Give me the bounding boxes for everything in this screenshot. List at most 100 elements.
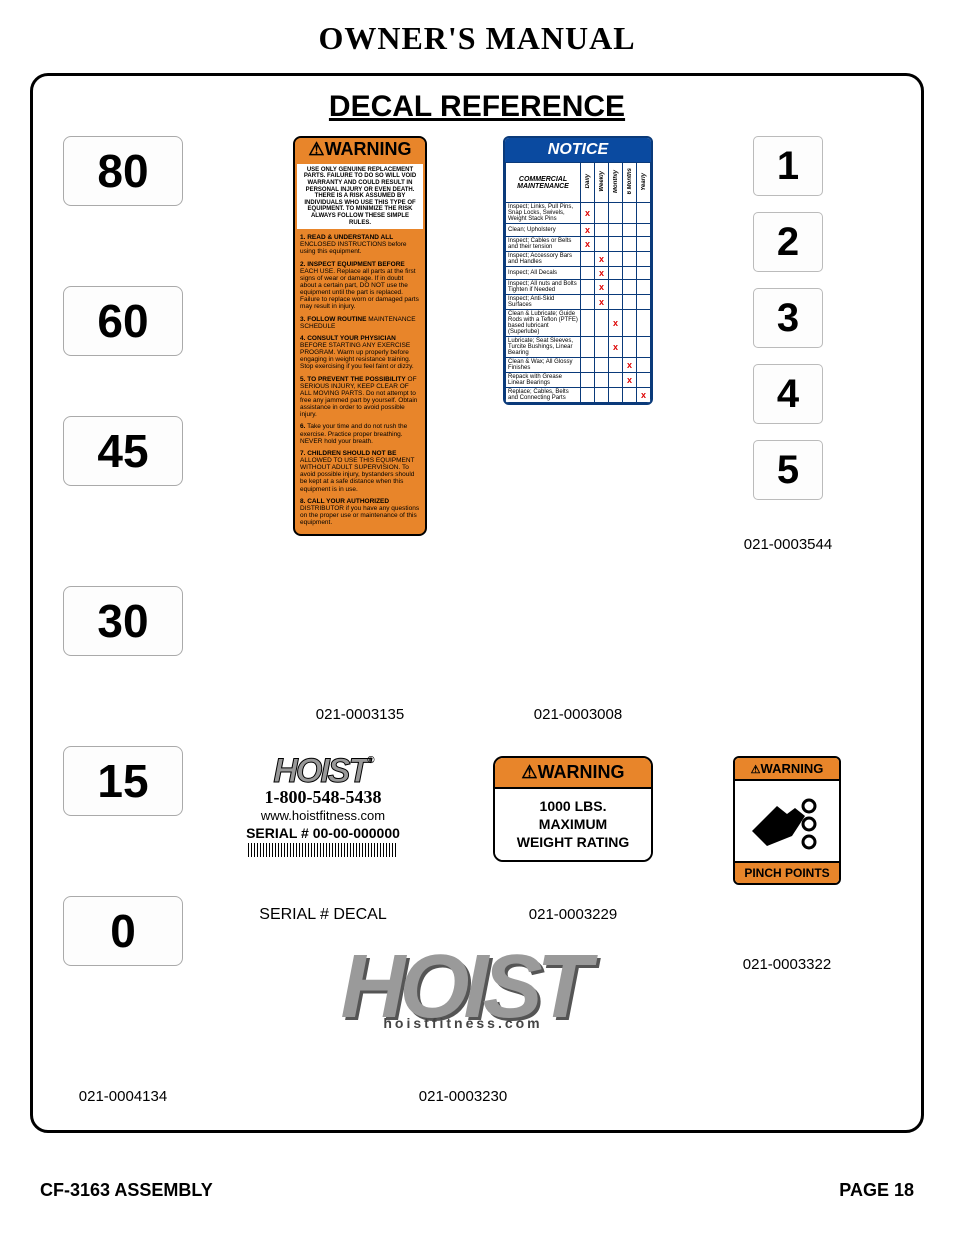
big-logo-url: hoistfitness.com [213,1015,713,1031]
notice-task: Inspect; All Decals [506,267,581,280]
notice-cell [623,267,637,280]
notice-cell [609,280,623,295]
notice-cell [623,280,637,295]
notice-row: Lubricate; Seat Sleeves, Turcite Bushing… [506,337,651,358]
warning-intro: USE ONLY GENUINE REPLACEMENT PARTS. FAIL… [297,164,423,229]
notice-cell: x [595,252,609,267]
notice-task: Repack with Grease Linear Bearings [506,373,581,388]
notice-cell: x [581,203,595,224]
notice-row: Inspect; Links, Pull Pins, Snap Locks, S… [506,203,651,224]
notice-cell [637,295,651,310]
part-label-numberstack: 021-0003544 [728,536,848,553]
weight-box: 30 [63,586,183,656]
notice-cell: x [595,267,609,280]
notice-task: Inspect; Anti-Skid Surfaces [506,295,581,310]
warning-item: 5. TO PREVENT THE POSSIBILITY OF SERIOUS… [300,376,420,419]
part-label-notice: 021-0003008 [503,706,653,723]
warning-item: 6. Take your time and do not rush the ex… [300,423,420,444]
wr-line2: MAXIMUM [499,815,647,833]
warning-item: 8. CALL YOUR AUTHORIZED DISTRIBUTOR if y… [300,498,420,527]
weight-box: 0 [63,896,183,966]
number-box: 4 [753,364,823,424]
notice-cell [581,337,595,358]
notice-cell: x [595,280,609,295]
wr-header: WARNING [495,758,651,789]
hoist-logo-small: HOIST® [213,756,433,787]
notice-decal: NOTICE COMMERCIAL MAINTENANCEDailyWeekly… [503,136,653,405]
notice-row: Inspect; Anti-Skid Surfacesx [506,295,651,310]
notice-cell [623,203,637,224]
notice-row: Inspect; Cables or Belts and their tensi… [506,237,651,252]
notice-row: Inspect; All nuts and Bolts Tighten if N… [506,280,651,295]
notice-cell [595,237,609,252]
notice-row: Inspect; All Decals x [506,267,651,280]
notice-col: Yearly [637,163,651,203]
notice-cell [637,337,651,358]
notice-cell [637,252,651,267]
part-label-wr: 021-0003229 [493,906,653,923]
notice-cell [581,388,595,403]
notice-cell: x [623,373,637,388]
notice-cell [595,337,609,358]
notice-cell: x [623,358,637,373]
footer-left: CF-3163 ASSEMBLY [40,1180,213,1201]
page-title: OWNER'S MANUAL [30,20,924,57]
notice-row: Clean; Upholsteryx [506,224,651,237]
notice-cell [623,237,637,252]
warning-item: 4. CONSULT YOUR PHYSICIAN BEFORE STARTIN… [300,335,420,371]
notice-cell [609,358,623,373]
pinch-footer: PINCH POINTS [735,861,839,883]
wr-line3: WEIGHT RATING [499,833,647,851]
notice-cell [595,388,609,403]
warning-item: 2. INSPECT EQUIPMENT BEFORE EACH USE. Re… [300,261,420,311]
notice-cell [609,237,623,252]
serial-number: SERIAL # 00-00-000000 [213,825,433,841]
notice-row: Clean & Lubricate; Guide Rods with a Tef… [506,310,651,337]
notice-cell [595,203,609,224]
notice-cell [581,295,595,310]
notice-cell [623,224,637,237]
pinch-decal: WARNING PINCH POINTS [733,756,841,885]
notice-cell [609,373,623,388]
notice-cell [609,267,623,280]
part-label-weightstack: 021-0004134 [63,1088,183,1105]
notice-cell [623,388,637,403]
notice-row: Replace; Cables, Belts and Connecting Pa… [506,388,651,403]
number-box: 2 [753,212,823,272]
warning-decal: WARNING USE ONLY GENUINE REPLACEMENT PAR… [293,136,427,536]
part-label-pinch: 021-0003322 [733,956,841,973]
hoist-logo-large: HOIST hoistfitness.com [213,956,713,1031]
weight-rating-decal: WARNING 1000 LBS. MAXIMUM WEIGHT RATING [493,756,653,862]
notice-cell: x [581,237,595,252]
notice-cell [623,252,637,267]
weight-box: 60 [63,286,183,356]
notice-task: Lubricate; Seat Sleeves, Turcite Bushing… [506,337,581,358]
notice-cell [637,358,651,373]
notice-task: Clean; Upholstery [506,224,581,237]
serial-decal: HOIST® 1-800-548-5438 www.hoistfitness.c… [213,756,433,862]
notice-cell [637,373,651,388]
notice-cell [623,310,637,337]
notice-cell [637,267,651,280]
notice-cell [581,373,595,388]
notice-cell [581,267,595,280]
notice-cell [623,337,637,358]
notice-cell [637,203,651,224]
notice-cell [595,224,609,237]
notice-cell [609,203,623,224]
notice-cell [595,373,609,388]
number-box: 5 [753,440,823,500]
footer-right: PAGE 18 [839,1180,914,1201]
notice-cell [595,358,609,373]
weight-box: 45 [63,416,183,486]
notice-col: Monthly [609,163,623,203]
warning-header: WARNING [295,138,425,162]
notice-row: Clean & Wax; All Glossy Finishes x [506,358,651,373]
notice-cell [637,224,651,237]
notice-task: Clean & Wax; All Glossy Finishes [506,358,581,373]
notice-col: 6 Months [623,163,637,203]
notice-cell: x [609,310,623,337]
warning-item: 3. FOLLOW ROUTINE MAINTENANCE SCHEDULE [300,316,420,330]
big-logo-text: HOIST [213,956,713,1019]
notice-task: Inspect; Links, Pull Pins, Snap Locks, S… [506,203,581,224]
